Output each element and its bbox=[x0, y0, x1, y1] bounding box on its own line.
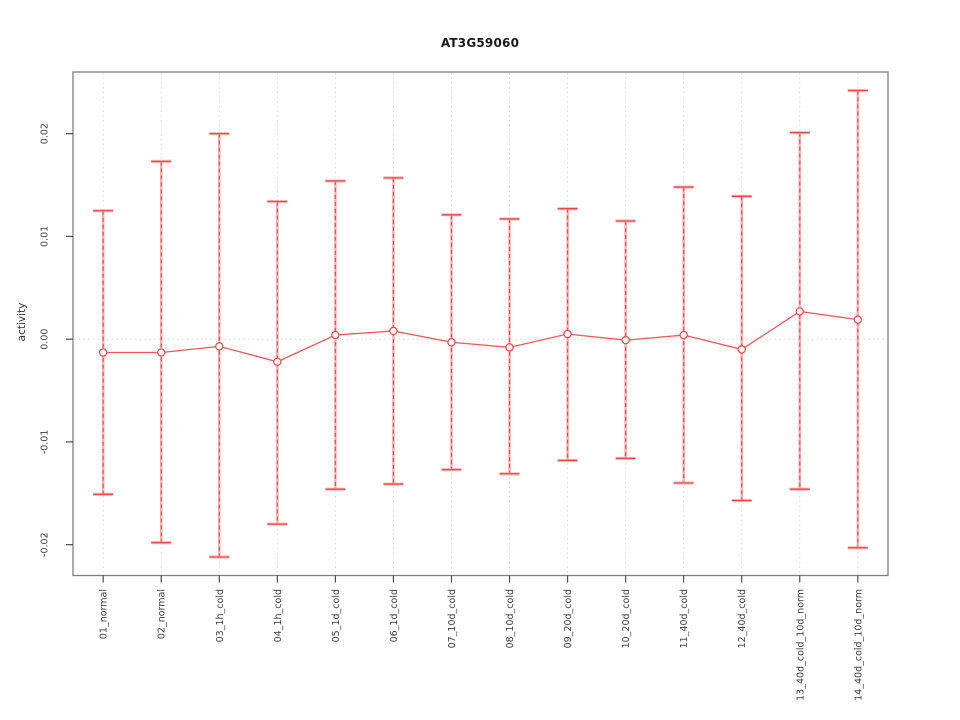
y-tick-label: 0.01 bbox=[40, 226, 51, 247]
plot-border bbox=[72, 71, 889, 577]
data-point bbox=[505, 343, 514, 352]
y-tick-label: 0.00 bbox=[40, 329, 51, 350]
y-tick-label: -0.01 bbox=[40, 430, 51, 455]
x-tick-label: 07_10d_cold bbox=[447, 589, 458, 648]
x-tick-label: 14_40d_cold_10d_norm bbox=[853, 589, 864, 701]
x-tick-label: 13_40d_cold_10d_norm bbox=[795, 589, 806, 701]
series-line bbox=[103, 310, 858, 363]
data-point bbox=[389, 326, 398, 336]
x-tick-label: 08_10d_cold bbox=[505, 589, 516, 648]
data-point bbox=[737, 345, 746, 354]
x-tick-label: 01_normal bbox=[99, 589, 110, 639]
y-tick-label: 0.02 bbox=[40, 123, 51, 144]
data-point bbox=[215, 342, 224, 351]
y-axis-label: activity bbox=[16, 302, 28, 342]
chart-title: AT3G59060 bbox=[440, 36, 520, 50]
x-tick-label: 10_20d_cold bbox=[621, 589, 632, 648]
data-point bbox=[795, 307, 804, 316]
x-tick-label: 04_1h_cold bbox=[273, 589, 284, 642]
data-point bbox=[621, 335, 630, 345]
data-point bbox=[273, 357, 282, 366]
data-point bbox=[157, 348, 166, 357]
data-point bbox=[853, 315, 863, 324]
data-point bbox=[98, 348, 108, 357]
x-tick-label: 09_20d_cold bbox=[563, 589, 574, 648]
data-point bbox=[331, 330, 340, 340]
data-point bbox=[679, 330, 688, 340]
data-point bbox=[563, 329, 572, 339]
x-tick-label: 06_1d_cold bbox=[389, 589, 400, 642]
x-tick-label: 03_1h_cold bbox=[215, 589, 226, 642]
x-tick-label: 05_1d_cold bbox=[331, 589, 342, 642]
y-tick-label: -0.02 bbox=[40, 532, 51, 557]
x-tick-label: 02_normal bbox=[157, 589, 168, 639]
x-tick-label: 11_40d_cold bbox=[679, 589, 690, 648]
x-tick-label: 12_40d_cold bbox=[737, 589, 748, 648]
data-point bbox=[447, 338, 456, 347]
